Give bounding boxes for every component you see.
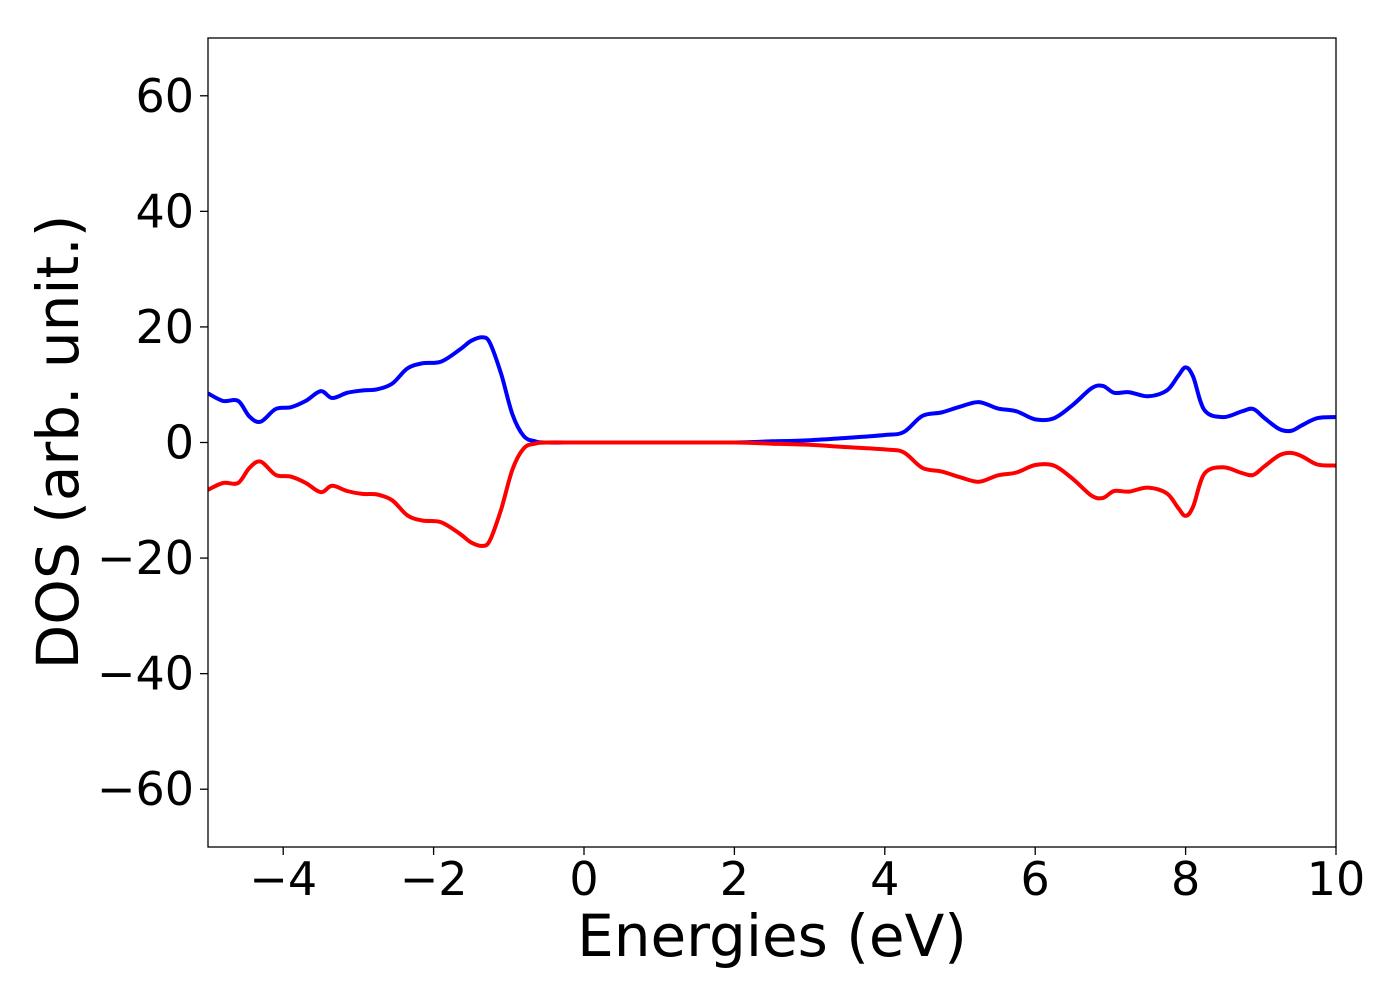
x-tick-label: 8 xyxy=(1171,852,1200,906)
dos-series-line-2 xyxy=(208,440,1336,548)
y-tick-label: −20 xyxy=(97,531,194,585)
x-tick-label: 10 xyxy=(1307,852,1366,906)
series-layer xyxy=(208,335,1336,548)
x-tick-label: 6 xyxy=(1021,852,1050,906)
dos-series-line-1 xyxy=(208,335,1336,445)
y-tick-label: 60 xyxy=(135,69,194,123)
x-tick-label: −4 xyxy=(249,852,317,906)
x-tick-label: 0 xyxy=(569,852,598,906)
y-tick-label: 0 xyxy=(165,416,194,470)
x-tick-label: 2 xyxy=(720,852,749,906)
y-axis-label: DOS (arb. unit.) xyxy=(24,215,92,670)
y-tick-label: 40 xyxy=(135,184,194,238)
x-tick-label: 4 xyxy=(870,852,899,906)
y-tick-label: 20 xyxy=(135,300,194,354)
y-tick-label: −40 xyxy=(97,647,194,701)
y-axis: 60 40 20 0 −20 −40 −60 xyxy=(97,69,208,816)
y-tick-label: −60 xyxy=(97,762,194,816)
x-axis: −4 −2 0 2 4 6 8 10 xyxy=(249,847,1365,906)
x-tick-label: −2 xyxy=(400,852,468,906)
x-axis-label: Energies (eV) xyxy=(577,902,967,970)
